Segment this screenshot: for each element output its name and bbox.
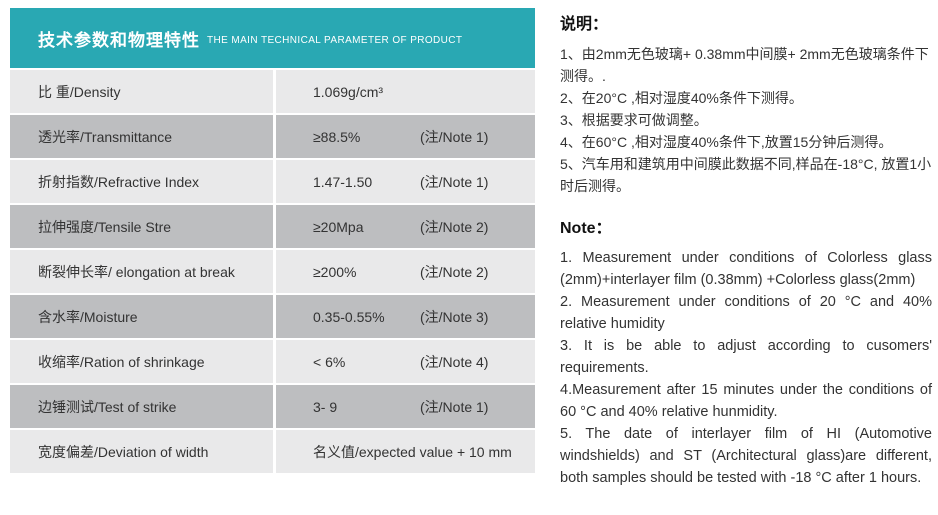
table-title-en: THE MAIN TECHNICAL PARAMETER OF PRODUCT [207,34,463,46]
row-label: 比 重/Density [10,70,273,113]
notes-english: Note： 1. Measurement under conditions of… [560,214,932,489]
row-value-cell: ≥200% (注/Note 2) [276,250,535,293]
note-en-item: 4.Measurement after 15 minutes under the… [560,382,932,420]
table-title-cn: 技术参数和物理特性 [38,30,200,50]
table-row: 比 重/Density 1.069g/cm³ [10,70,535,113]
row-value-cell: 1.069g/cm³ [276,70,535,113]
table-row: 拉伸强度/Tensile Stre ≥20Mpa (注/Note 2) [10,205,535,248]
spec-table: 技术参数和物理特性 THE MAIN TECHNICAL PARAMETER O… [10,8,535,475]
row-label: 拉伸强度/Tensile Stre [10,205,273,248]
note-cn-item: 5、汽车用和建筑用中间膜此数据不同,样品在-18°C, 放置1小时后测得。 [560,156,932,194]
row-value-cell: ≥20Mpa (注/Note 2) [276,205,535,248]
note-cn-item: 4、在60°C ,相对湿度40%条件下,放置15分钟后测得。 [560,134,893,150]
row-value: < 6% [313,353,346,370]
row-label: 收缩率/Ration of shrinkage [10,340,273,383]
table-row: 边锤测试/Test of strike 3- 9 (注/Note 1) [10,385,535,428]
row-note: (注/Note 2) [420,218,489,235]
row-note: (注/Note 2) [420,263,489,280]
note-en-item: 2. Measurement under conditions of 20 °C… [560,294,932,332]
row-value-cell: 0.35-0.55% (注/Note 3) [276,295,535,338]
row-value: ≥200% [313,263,357,280]
note-cn-item: 1、由2mm无色玻璃+ 0.38mm中间膜+ 2mm无色玻璃条件下测得。. [560,46,929,84]
row-label: 宽度偏差/Deviation of width [10,430,273,473]
row-value: ≥20Mpa [313,218,364,235]
row-note: (注/Note 1) [420,398,489,415]
row-note: (注/Note 3) [420,308,489,325]
row-value: ≥88.5% [313,128,361,145]
table-row: 收缩率/Ration of shrinkage < 6% (注/Note 4) [10,340,535,383]
notes-chinese: 说明： 1、由2mm无色玻璃+ 0.38mm中间膜+ 2mm无色玻璃条件下测得。… [560,10,932,197]
note-cn-item: 2、在20°C ,相对湿度40%条件下测得。 [560,90,803,106]
row-label: 断裂伸长率/ elongation at break [10,250,273,293]
row-label: 透光率/Transmittance [10,115,273,158]
row-value: 3- 9 [313,398,338,415]
row-value-cell: ≥88.5% (注/Note 1) [276,115,535,158]
notes-cn-heading: 说明： [560,16,609,33]
table-row: 含水率/Moisture 0.35-0.55% (注/Note 3) [10,295,535,338]
table-header: 技术参数和物理特性 THE MAIN TECHNICAL PARAMETER O… [10,8,535,68]
row-note: (注/Note 1) [420,128,489,145]
row-note: (注/Note 4) [420,353,489,370]
table-row: 断裂伸长率/ elongation at break ≥200% (注/Note… [10,250,535,293]
row-value-cell: 名义值/expected value + 10 mm [276,430,535,473]
table-row: 透光率/Transmittance ≥88.5% (注/Note 1) [10,115,535,158]
table-row: 折射指数/Refractive Index 1.47-1.50 (注/Note … [10,160,535,203]
note-en-item: 3. It is be able to adjust according to … [560,338,932,376]
note-en-item: 5. The date of interlayer film of HI (Au… [560,426,932,486]
row-label: 边锤测试/Test of strike [10,385,273,428]
row-value-cell: 3- 9 (注/Note 1) [276,385,535,428]
row-note: (注/Note 1) [420,173,489,190]
notes-panel: 说明： 1、由2mm无色玻璃+ 0.38mm中间膜+ 2mm无色玻璃条件下测得。… [560,10,932,489]
table-row: 宽度偏差/Deviation of width 名义值/expected val… [10,430,535,473]
note-en-item: 1. Measurement under conditions of Color… [560,250,932,288]
row-value: 1.069g/cm³ [313,83,384,100]
row-label: 含水率/Moisture [10,295,273,338]
row-value: 0.35-0.55% [313,308,385,325]
note-cn-item: 3、根据要求可做调整。 [560,112,708,128]
row-value: 1.47-1.50 [313,173,373,190]
row-value-cell: 1.47-1.50 (注/Note 1) [276,160,535,203]
row-value-cell: < 6% (注/Note 4) [276,340,535,383]
notes-en-heading: Note： [560,220,612,237]
row-label: 折射指数/Refractive Index [10,160,273,203]
row-value: 名义值/expected value + 10 mm [313,443,512,460]
